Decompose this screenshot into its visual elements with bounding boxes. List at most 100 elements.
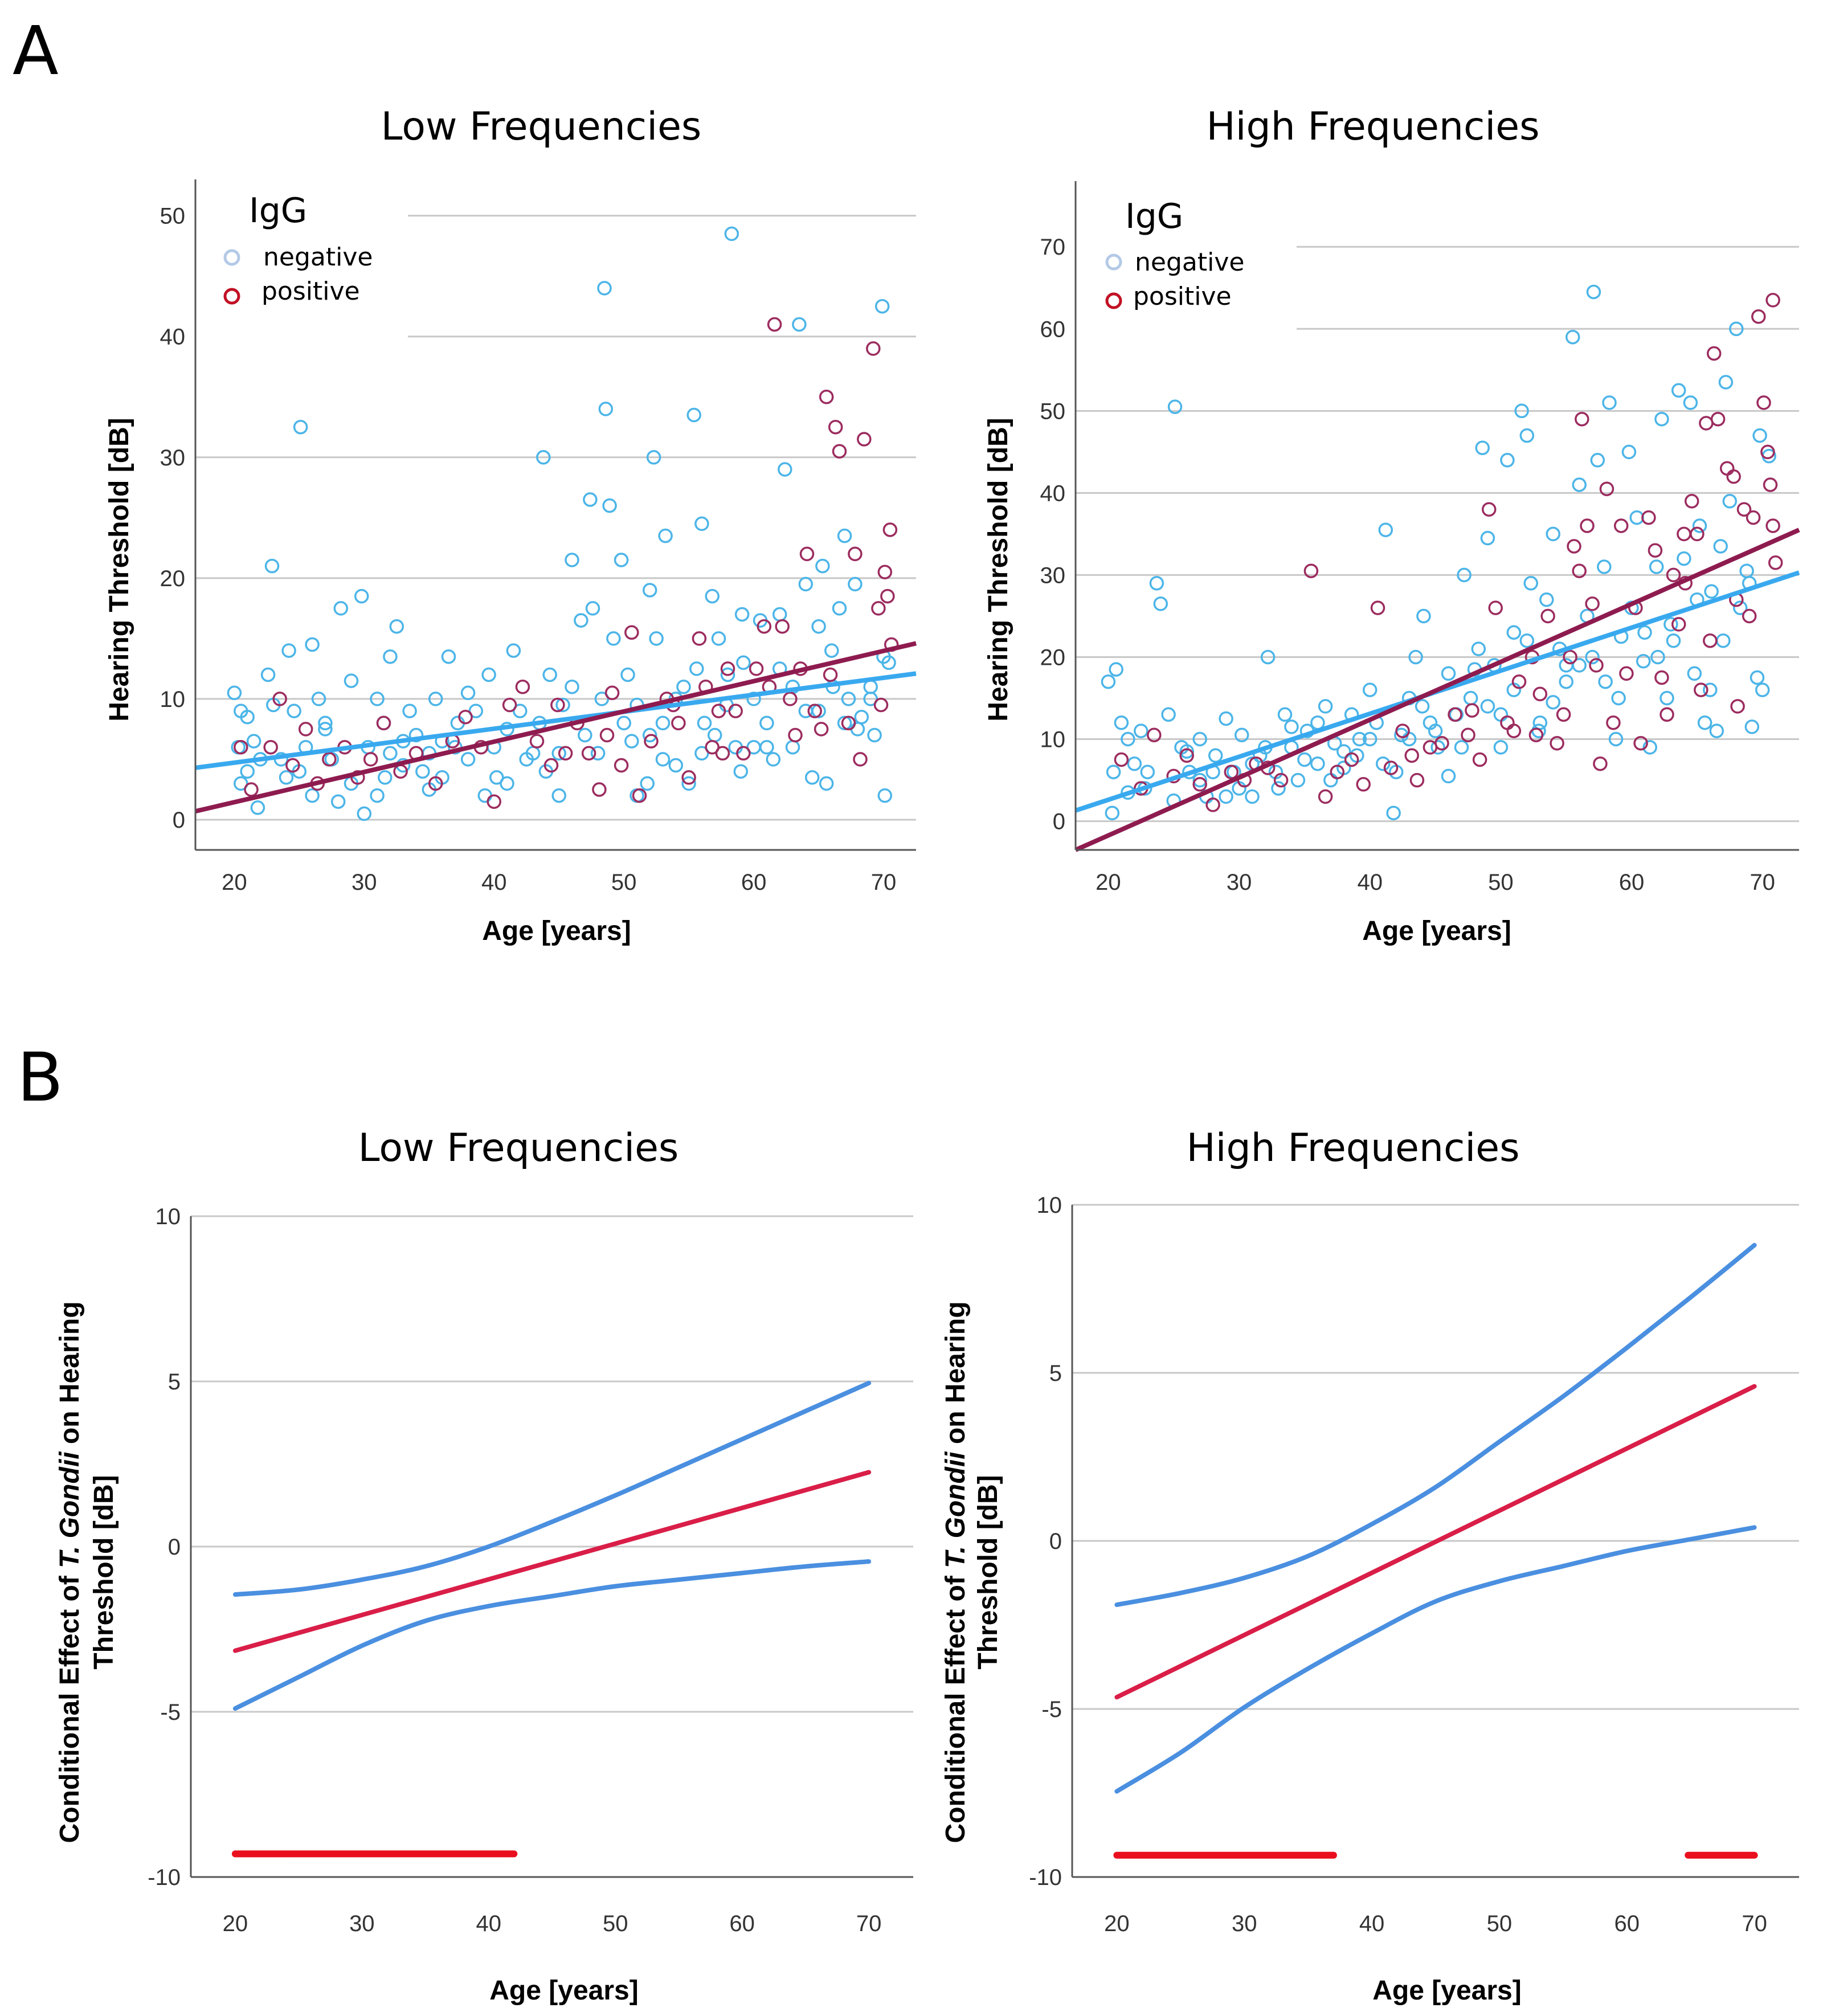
negative-point xyxy=(606,631,621,646)
positive-point xyxy=(428,776,443,791)
negative-point xyxy=(1519,428,1535,443)
positive-point xyxy=(1205,798,1220,812)
negative-point xyxy=(1642,740,1657,755)
negative-point xyxy=(1167,399,1183,414)
positive-point xyxy=(788,727,803,743)
negative-point xyxy=(551,746,566,761)
negative-point xyxy=(513,704,528,718)
positive-point xyxy=(1619,666,1634,681)
negative-point xyxy=(1671,383,1686,398)
positive-point xyxy=(1703,633,1718,648)
y-axis-label: Hearing Threshold [dB] xyxy=(104,418,134,721)
positive-point xyxy=(1404,748,1419,763)
negative-point xyxy=(1114,715,1129,730)
positive-point xyxy=(1694,682,1709,697)
positive-point xyxy=(1648,543,1663,558)
negative-point xyxy=(1362,731,1378,747)
positive-point xyxy=(1760,444,1775,460)
positive-point xyxy=(1613,518,1629,533)
positive-point xyxy=(1690,526,1705,542)
negative-point xyxy=(1590,453,1605,468)
lower-ci-line xyxy=(1114,1525,1757,1794)
negative-point xyxy=(1480,699,1495,714)
y-tick-label: 40 xyxy=(160,325,186,350)
grid-lines xyxy=(1072,1204,1799,1710)
x-tick-label: 60 xyxy=(1619,870,1645,895)
negative-point xyxy=(250,800,265,815)
positive-point xyxy=(1114,752,1129,767)
positive-point xyxy=(234,739,248,755)
negative-point xyxy=(766,752,781,767)
negative-point xyxy=(402,704,417,718)
negative-point xyxy=(1297,752,1312,767)
effect-lines xyxy=(1113,1242,1758,1859)
y-tick-label: -5 xyxy=(1041,1697,1062,1722)
negative-point xyxy=(1713,539,1728,554)
panel-label-b: B xyxy=(17,1038,63,1117)
negative-point xyxy=(318,722,333,737)
negative-point xyxy=(646,450,661,465)
negative-point xyxy=(1362,682,1378,697)
positive-point xyxy=(1677,526,1691,542)
negative-point xyxy=(305,788,320,803)
y-tick-label: -10 xyxy=(148,1865,181,1890)
negative-point xyxy=(874,298,890,314)
y-tick-label: 70 xyxy=(1040,235,1066,260)
data-points xyxy=(227,226,899,821)
negative-point xyxy=(1109,662,1123,677)
negative-point xyxy=(240,709,255,725)
x-tick-label: 50 xyxy=(1488,870,1514,895)
positive-point xyxy=(502,697,517,713)
positive-point xyxy=(1730,699,1745,714)
negative-point xyxy=(1709,723,1724,738)
negative-point xyxy=(305,637,320,652)
negative-point xyxy=(640,776,655,791)
positive-point xyxy=(866,341,881,356)
negative-point xyxy=(614,553,629,567)
positive-point xyxy=(857,432,872,447)
x-axis-label: Age [years] xyxy=(489,1976,638,2006)
x-tick-labels: 20 30 40 50 60 70 xyxy=(1096,870,1775,895)
positive-point xyxy=(604,685,620,701)
positive-point xyxy=(322,752,337,767)
negative-point xyxy=(1683,395,1698,410)
x-tick-label: 40 xyxy=(481,870,507,895)
legend-positive-label: positive xyxy=(1133,282,1232,311)
negative-point xyxy=(778,462,792,477)
fit-lines xyxy=(1074,527,1800,852)
lower-ci-line xyxy=(232,1559,872,1711)
positive-point xyxy=(543,758,559,773)
negative-point xyxy=(798,576,814,592)
negative-point xyxy=(383,649,398,664)
negative-point xyxy=(602,498,617,513)
negative-point xyxy=(1134,723,1148,738)
negative-point xyxy=(1179,744,1194,759)
negative-point xyxy=(1471,641,1486,656)
negative-point xyxy=(655,715,671,731)
negative-point xyxy=(736,655,751,670)
positive-point xyxy=(728,704,743,718)
positive-point xyxy=(1763,477,1778,492)
y-axis-label-line-1: Conditional Effect of T. Gondii on Heari… xyxy=(55,1301,85,1843)
negative-point xyxy=(1744,719,1760,734)
positive-point xyxy=(749,661,764,676)
negative-point xyxy=(1729,321,1744,337)
positive-point xyxy=(1746,510,1761,525)
negative-point xyxy=(477,788,493,803)
y-label-part: Conditional Effect of xyxy=(55,1568,85,1843)
negative-point xyxy=(867,727,882,743)
x-axis-label: Age [years] xyxy=(482,916,631,946)
negative-point xyxy=(1611,690,1626,706)
x-tick-label: 30 xyxy=(349,1911,375,1936)
negative-point xyxy=(1153,596,1168,611)
negative-point xyxy=(585,601,600,616)
positive-point xyxy=(644,734,659,749)
negative-point xyxy=(1519,633,1535,648)
positive-point xyxy=(1585,596,1600,611)
axes xyxy=(194,179,916,851)
y-tick-label: 10 xyxy=(160,687,186,712)
negative-point xyxy=(1219,711,1233,726)
positive-point xyxy=(1423,740,1438,755)
legend-title: IgG xyxy=(1125,197,1183,236)
negative-point xyxy=(1572,477,1587,492)
